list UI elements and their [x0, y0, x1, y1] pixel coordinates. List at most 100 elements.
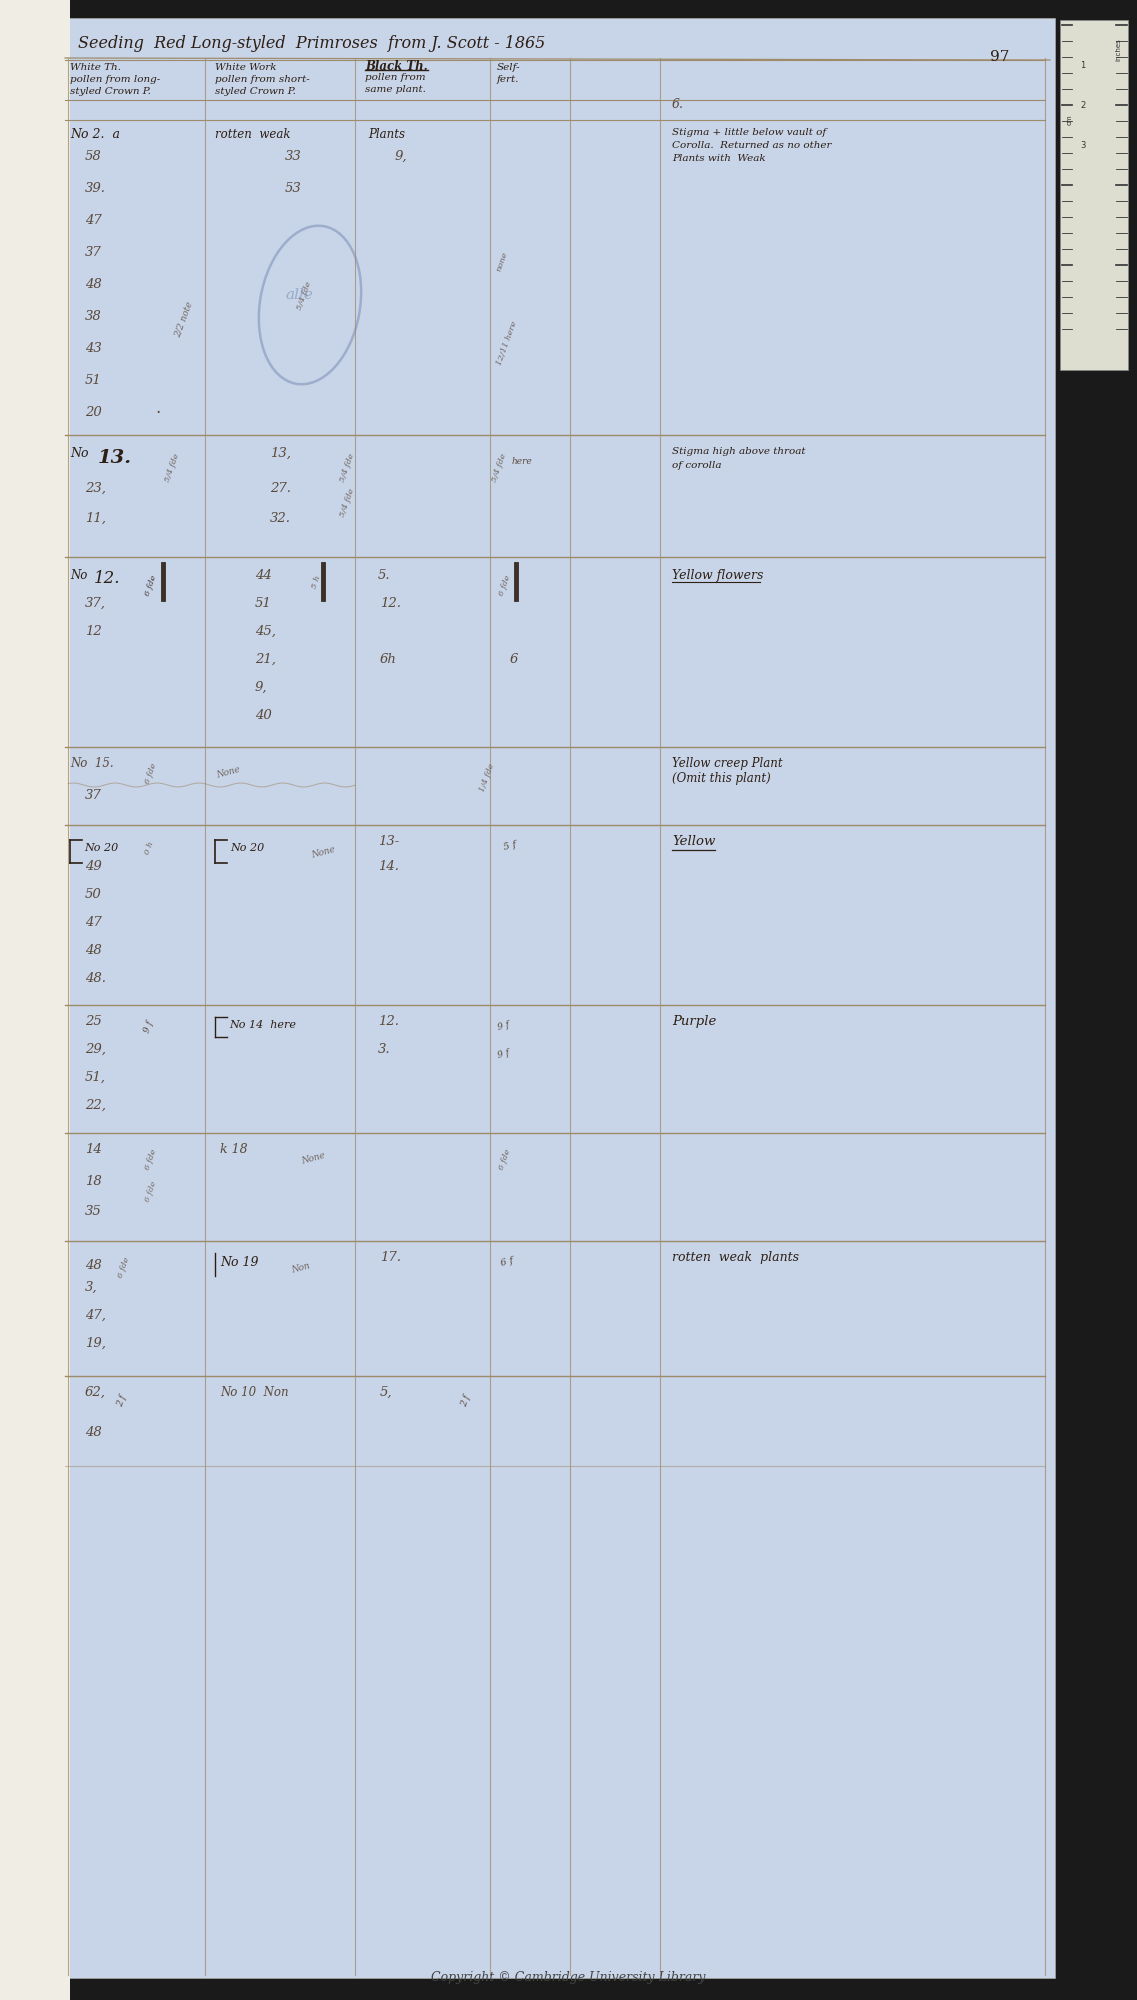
- Text: 3.: 3.: [377, 1044, 391, 1056]
- Text: 5.: 5.: [377, 568, 391, 582]
- Text: 2/2 note: 2/2 note: [173, 300, 194, 338]
- Text: Yellow: Yellow: [672, 836, 715, 848]
- Text: styled Crown P.: styled Crown P.: [215, 86, 296, 96]
- Text: Yellow creep Plant: Yellow creep Plant: [672, 756, 782, 770]
- Text: 9 f: 9 f: [497, 1048, 511, 1060]
- Text: 47: 47: [85, 214, 101, 226]
- Text: 43: 43: [85, 342, 101, 356]
- Text: 39.: 39.: [85, 182, 106, 196]
- Text: 48: 48: [85, 1426, 101, 1440]
- Text: White Th.: White Th.: [70, 62, 121, 72]
- Text: Plants: Plants: [368, 128, 405, 140]
- Text: 37: 37: [85, 246, 101, 258]
- Text: pollen from: pollen from: [365, 72, 425, 82]
- Text: 23,: 23,: [85, 482, 106, 494]
- Text: 13,: 13,: [269, 448, 291, 460]
- Text: 47,: 47,: [85, 1308, 106, 1322]
- Text: 51,: 51,: [85, 1072, 106, 1084]
- Text: 21,: 21,: [255, 652, 276, 666]
- Text: 13-: 13-: [377, 836, 399, 848]
- Text: 38: 38: [85, 310, 101, 322]
- Text: 44: 44: [255, 568, 272, 582]
- Bar: [0, 0, 70, 2000]
- Text: rotten  weak  plants: rotten weak plants: [672, 1252, 799, 1264]
- Text: fert.: fert.: [497, 74, 520, 84]
- Text: Corolla.  Returned as no other: Corolla. Returned as no other: [672, 140, 831, 150]
- Text: of corolla: of corolla: [672, 462, 722, 470]
- Text: 5/4 fde: 5/4 fde: [490, 452, 508, 482]
- Text: None: None: [300, 1152, 326, 1166]
- Text: inches: inches: [1115, 38, 1121, 62]
- Text: 9,: 9,: [395, 150, 408, 164]
- Text: 9 f: 9 f: [497, 1020, 511, 1032]
- Text: Plants with  Weak: Plants with Weak: [672, 154, 765, 164]
- Text: 12.: 12.: [94, 570, 121, 588]
- Text: 5/4 fde: 5/4 fde: [338, 486, 356, 518]
- Text: 48: 48: [85, 944, 101, 958]
- Text: 12.: 12.: [377, 1016, 399, 1028]
- Text: Seeding  Red Long-styled  Primroses  from J. Scott - 1865: Seeding Red Long-styled Primroses from J…: [78, 34, 546, 52]
- Text: 6.: 6.: [672, 98, 684, 110]
- Text: 6 fde: 6 fde: [143, 1148, 158, 1170]
- Text: White Work: White Work: [215, 62, 276, 72]
- Text: 51: 51: [85, 374, 101, 388]
- Text: 2 f: 2 f: [460, 1394, 473, 1408]
- Text: No 2.  a: No 2. a: [70, 128, 121, 140]
- Text: None: None: [310, 844, 335, 860]
- Text: Black Th.: Black Th.: [365, 60, 428, 72]
- Text: 12: 12: [85, 624, 101, 638]
- Text: None: None: [215, 764, 241, 780]
- Text: No: No: [70, 448, 97, 460]
- Text: Stigma high above throat: Stigma high above throat: [672, 448, 805, 456]
- Text: No 20: No 20: [84, 844, 118, 852]
- Text: 51: 51: [255, 596, 272, 610]
- Text: No 20: No 20: [230, 844, 264, 852]
- Text: 47: 47: [85, 916, 101, 928]
- Text: 62,: 62,: [85, 1386, 106, 1400]
- Text: 6 fde: 6 fde: [497, 1148, 512, 1170]
- Text: here: here: [512, 458, 533, 466]
- Text: 5 f: 5 f: [503, 840, 517, 852]
- Text: Self-: Self-: [497, 62, 521, 72]
- Text: 6: 6: [511, 652, 518, 666]
- Text: Copyright © Cambridge University Library: Copyright © Cambridge University Library: [431, 1972, 705, 1984]
- Text: 6 fde: 6 fde: [497, 574, 512, 596]
- Text: No: No: [70, 568, 94, 582]
- Text: rotten  weak: rotten weak: [215, 128, 290, 140]
- Text: pollen from long-: pollen from long-: [70, 74, 160, 84]
- Text: 12.: 12.: [380, 596, 401, 610]
- Text: No 10  Non: No 10 Non: [219, 1386, 289, 1400]
- Text: Yellow flowers: Yellow flowers: [672, 568, 763, 582]
- Text: 11,: 11,: [85, 512, 106, 524]
- Text: k 18: k 18: [219, 1144, 248, 1156]
- Text: (Omit this plant): (Omit this plant): [672, 772, 771, 784]
- Text: 58: 58: [85, 150, 101, 164]
- Text: 48: 48: [85, 1260, 101, 1272]
- Text: 14.: 14.: [377, 860, 399, 872]
- Text: 29,: 29,: [85, 1044, 106, 1056]
- Text: 25: 25: [85, 1016, 101, 1028]
- Text: 6 fde: 6 fde: [143, 762, 158, 784]
- Text: 40: 40: [255, 710, 272, 722]
- Text: 32.: 32.: [269, 512, 291, 524]
- Text: 27.: 27.: [269, 482, 291, 494]
- Text: 6 fde: 6 fde: [143, 574, 158, 596]
- Bar: [1060, 20, 1128, 370]
- Text: 33: 33: [285, 150, 301, 164]
- Text: 3: 3: [1080, 140, 1086, 150]
- Text: 5/4 fde: 5/4 fde: [338, 452, 356, 482]
- Text: 45,: 45,: [255, 624, 276, 638]
- Text: 97: 97: [990, 50, 1010, 64]
- Bar: [65, 18, 1055, 1978]
- Text: 13.: 13.: [98, 450, 132, 466]
- Text: 5/4 fde: 5/4 fde: [294, 280, 313, 310]
- Text: pollen from short-: pollen from short-: [215, 74, 309, 84]
- Text: No 14  here: No 14 here: [229, 1020, 296, 1030]
- Text: same plant.: same plant.: [365, 84, 426, 94]
- Text: 2: 2: [1080, 100, 1085, 110]
- Text: 0 h: 0 h: [143, 840, 155, 856]
- Text: 22,: 22,: [85, 1100, 106, 1112]
- Text: Stigma + little below vault of: Stigma + little below vault of: [672, 128, 827, 136]
- Text: 6 f: 6 f: [500, 1256, 515, 1268]
- Text: 9 f: 9 f: [143, 1020, 156, 1034]
